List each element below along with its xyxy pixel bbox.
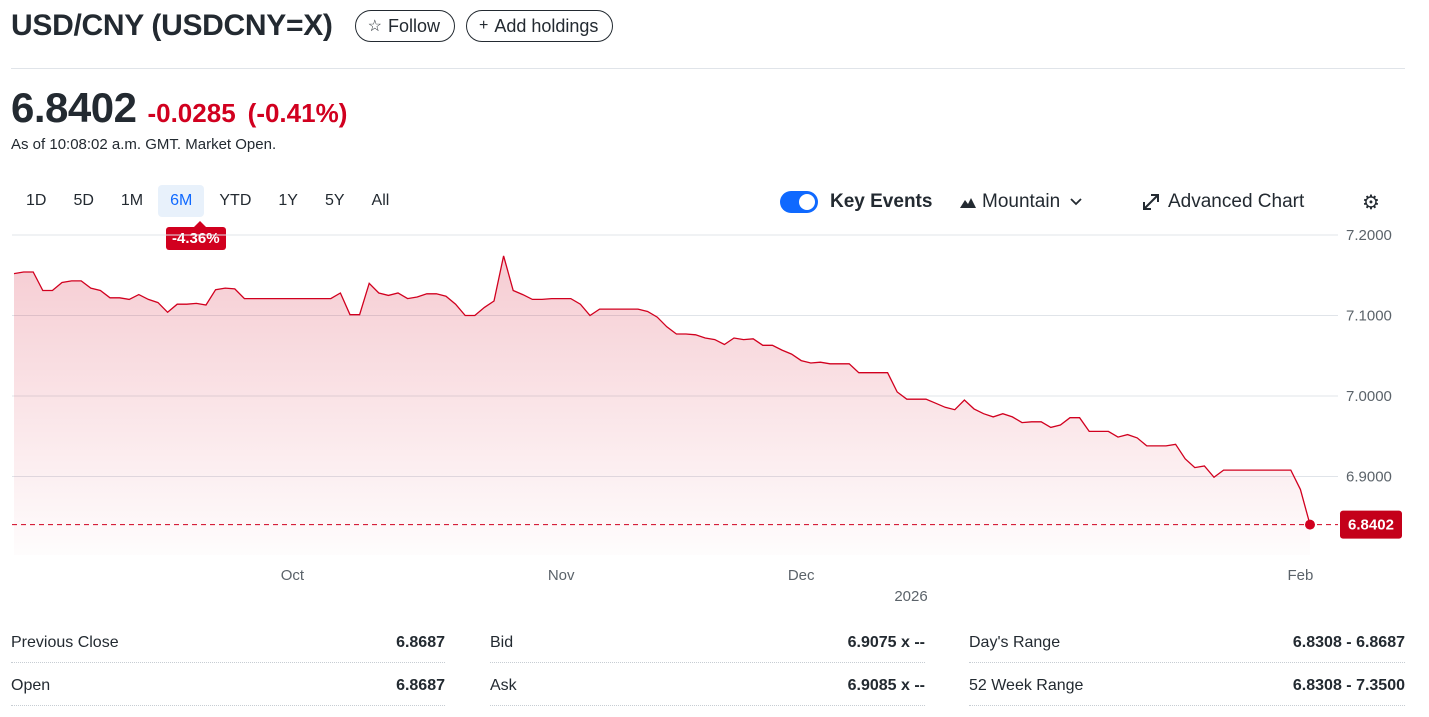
expand-icon xyxy=(1143,194,1159,210)
toggle-knob xyxy=(799,194,815,210)
last-value-box xyxy=(1340,510,1402,539)
stat-row: Ask 6.9085 x -- xyxy=(490,667,925,706)
range-tab-5d[interactable]: 5D xyxy=(73,192,94,209)
stat-value: 6.8687 xyxy=(396,677,445,694)
market-status: As of 10:08:02 a.m. GMT. Market Open. xyxy=(11,136,277,153)
stat-value: 6.8308 - 6.8687 xyxy=(1292,634,1405,651)
stat-row: 52 Week Range 6.8308 - 7.3500 xyxy=(969,667,1405,706)
y-tick-label: 7.2000 xyxy=(1346,227,1392,244)
stat-label: Ask xyxy=(490,677,517,694)
stat-value: 6.8687 xyxy=(396,634,445,651)
range-tab-ytd[interactable]: YTD xyxy=(219,192,252,209)
advanced-chart-button[interactable]: Advanced Chart xyxy=(1142,188,1304,216)
x-tick-label: Nov xyxy=(548,567,575,584)
add-holdings-button[interactable]: + Add holdings xyxy=(465,10,614,42)
range-tab-5y[interactable]: 5Y xyxy=(324,192,345,209)
range-tabs: 1D 5D 1M 6M YTD 1Y 5Y All xyxy=(14,185,404,217)
settings-gear-icon[interactable]: ⚙ xyxy=(1362,192,1380,214)
stat-row: Open 6.8687 xyxy=(11,667,445,706)
key-events-label: Key Events xyxy=(830,191,933,212)
y-tick-label: 7.1000 xyxy=(1346,308,1392,325)
stat-value: 6.9075 x -- xyxy=(847,634,925,651)
stat-value: 6.9085 x -- xyxy=(847,677,925,694)
chart-type-dropdown[interactable]: Mountain xyxy=(960,188,1082,216)
stat-row: Day's Range 6.8308 - 6.8687 xyxy=(969,624,1405,663)
price-row: 6.8402 -0.0285 (-0.41%) xyxy=(11,84,347,132)
key-events-toggle[interactable] xyxy=(780,191,818,213)
last-point-marker xyxy=(1305,519,1315,530)
y-tick-label: 7.0000 xyxy=(1346,388,1392,405)
series-area xyxy=(14,255,1310,555)
range-tab-1d[interactable]: 1D xyxy=(26,192,47,209)
stat-label: 52 Week Range xyxy=(969,677,1084,694)
chevron-down-icon xyxy=(1070,198,1082,206)
chart-type-label: Mountain xyxy=(982,191,1061,212)
add-holdings-label: Add holdings xyxy=(494,15,599,36)
follow-label: Follow xyxy=(387,15,440,36)
stat-label: Bid xyxy=(490,634,514,651)
range-tab-1y[interactable]: 1Y xyxy=(278,192,298,209)
stat-label: Open xyxy=(11,677,51,694)
range-tab-6m[interactable]: 6M xyxy=(158,185,205,217)
price-change-percent: (-0.41%) xyxy=(247,98,348,128)
page-title: USD/CNY (USDCNY=X) xyxy=(11,9,333,42)
current-price: 6.8402 xyxy=(11,84,137,131)
stat-label: Previous Close xyxy=(11,634,119,651)
follow-button[interactable]: ☆ Follow xyxy=(354,10,455,42)
range-change-badge: -4.36% xyxy=(166,221,226,250)
last-value-label: 6.8402 xyxy=(1348,517,1394,534)
plus-icon: + xyxy=(478,17,489,34)
y-tick-label: 6.9000 xyxy=(1346,469,1392,486)
quote-header: USD/CNY (USDCNY=X) ☆ Follow + Add holdin… xyxy=(11,8,614,44)
x-tick-label: Dec xyxy=(788,567,815,584)
x-tick-label: Oct xyxy=(281,567,305,584)
mountain-icon xyxy=(960,198,976,208)
stat-row: Bid 6.9075 x -- xyxy=(490,624,925,663)
stat-row: Previous Close 6.8687 xyxy=(11,624,445,663)
range-tab-all[interactable]: All xyxy=(371,192,390,209)
stat-label: Day's Range xyxy=(969,634,1061,651)
year-label: 2026 xyxy=(894,588,927,605)
key-events-control[interactable]: Key Events xyxy=(780,188,932,216)
price-change: -0.0285 xyxy=(147,98,236,128)
x-tick-label: Feb xyxy=(1287,567,1313,584)
header-divider xyxy=(11,68,1405,69)
stat-value: 6.8308 - 7.3500 xyxy=(1292,677,1405,694)
star-icon: ☆ xyxy=(367,18,382,35)
advanced-chart-label: Advanced Chart xyxy=(1168,191,1305,212)
series-line xyxy=(13,255,1311,525)
range-tab-1m[interactable]: 1M xyxy=(120,192,144,209)
